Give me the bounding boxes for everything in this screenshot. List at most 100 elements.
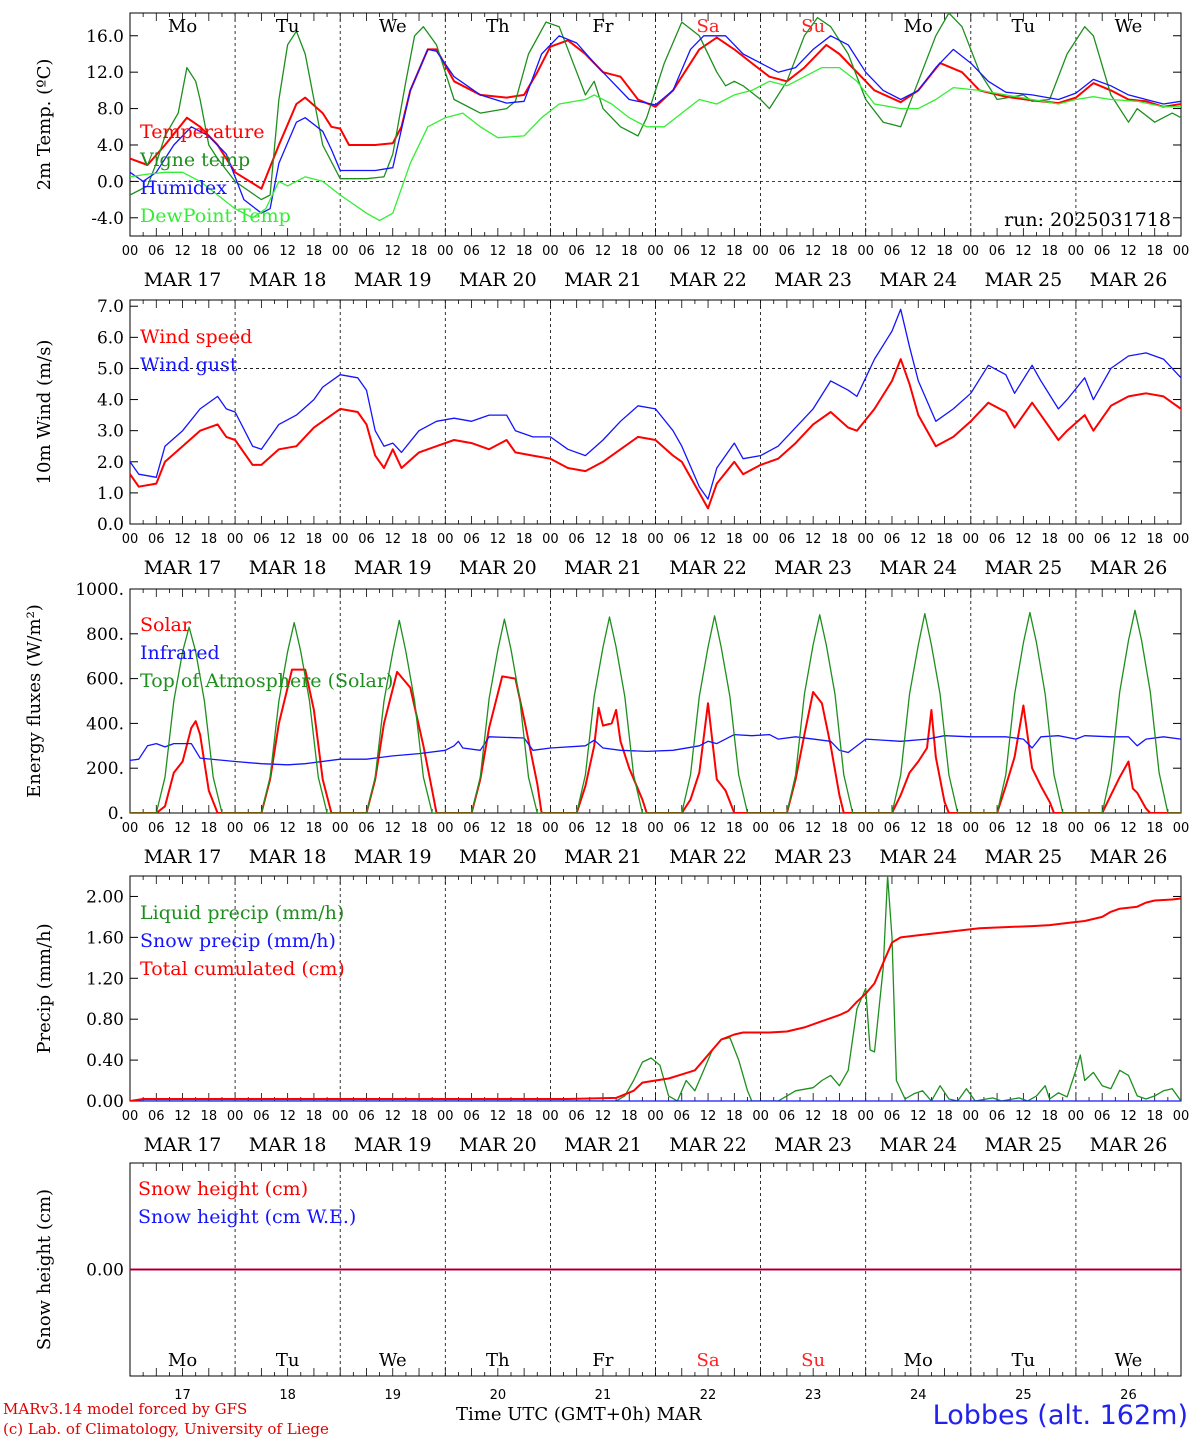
y-tick-label: 600. bbox=[86, 670, 124, 690]
date-label: MAR 22 bbox=[669, 269, 747, 291]
hour-tick-label: 12 bbox=[1015, 244, 1032, 259]
series-top-of-atmosphere-solar-line bbox=[130, 609, 1181, 813]
day-name-label: Fr bbox=[592, 1350, 613, 1371]
plot-frame bbox=[129, 299, 1182, 525]
hour-tick-label: 18 bbox=[411, 1109, 428, 1124]
hour-tick-label: 06 bbox=[568, 244, 585, 259]
hour-tick-label: 12 bbox=[805, 244, 822, 259]
hour-tick-label: 18 bbox=[306, 244, 323, 259]
day-number-label: 22 bbox=[700, 1388, 717, 1403]
date-label: MAR 17 bbox=[144, 1134, 222, 1156]
date-label: MAR 19 bbox=[354, 557, 432, 579]
hour-tick-label: 06 bbox=[568, 532, 585, 547]
hour-tick-label: 06 bbox=[674, 244, 691, 259]
day-name-label: Tu bbox=[276, 1350, 300, 1371]
hour-tick-label: 06 bbox=[1094, 244, 1111, 259]
y-axis-title: Precip (mm/h) bbox=[34, 923, 55, 1053]
hour-tick-label: 00 bbox=[647, 244, 664, 259]
y-axis-title: 2m Temp. (ºC) bbox=[34, 59, 55, 191]
y-tick-label: 3.0 bbox=[97, 422, 124, 442]
series-liquid-precip-mm-h-line bbox=[130, 876, 1181, 1101]
panel-2 bbox=[129, 299, 1182, 525]
series-wind-speed-line bbox=[130, 358, 1181, 510]
date-label: MAR 18 bbox=[249, 269, 327, 291]
date-label: MAR 25 bbox=[984, 1134, 1062, 1156]
hour-tick-label: 12 bbox=[1120, 532, 1137, 547]
hour-tick-label: 06 bbox=[148, 1109, 165, 1124]
hour-tick-label: 06 bbox=[779, 532, 796, 547]
y-tick-label: 4.0 bbox=[97, 391, 124, 411]
date-label: MAR 21 bbox=[564, 269, 642, 291]
day-number-label: 20 bbox=[490, 1388, 507, 1403]
hour-tick-label: 12 bbox=[910, 821, 927, 836]
hour-tick-label: 06 bbox=[148, 244, 165, 259]
y-tick-label: 0.0 bbox=[97, 172, 124, 192]
hour-tick-label: 00 bbox=[963, 821, 980, 836]
hour-tick-label: 00 bbox=[857, 532, 874, 547]
y-tick-label: 0. bbox=[108, 804, 124, 824]
hour-tick-label: 06 bbox=[884, 244, 901, 259]
hour-tick-label: 18 bbox=[201, 244, 218, 259]
hour-tick-label: 06 bbox=[989, 1109, 1006, 1124]
legend-series-total-cumulated-cm: Total cumulated (cm) bbox=[140, 958, 345, 980]
legend-series-wind-speed: Wind speed bbox=[140, 326, 252, 348]
hour-tick-label: 00 bbox=[1068, 532, 1085, 547]
hour-tick-label: 00 bbox=[437, 532, 454, 547]
hour-tick-label: 06 bbox=[884, 532, 901, 547]
legend-series-infrared: Infrared bbox=[140, 642, 220, 664]
y-tick-label: 5.0 bbox=[97, 359, 124, 379]
hour-tick-label: 06 bbox=[779, 821, 796, 836]
y-tick-label: 6.0 bbox=[97, 328, 124, 348]
day-name-label: We bbox=[379, 1350, 407, 1371]
hour-tick-label: 00 bbox=[857, 244, 874, 259]
y-tick-label: 12.0 bbox=[86, 63, 124, 83]
date-label: MAR 26 bbox=[1090, 557, 1168, 579]
y-tick-label: 800. bbox=[86, 625, 124, 645]
y-axis-title: Energy fluxes (W/m²) bbox=[24, 604, 45, 798]
day-name-label: Tu bbox=[276, 16, 300, 37]
hour-tick-label: 06 bbox=[1094, 821, 1111, 836]
day-name-label: We bbox=[1115, 16, 1143, 37]
date-label: MAR 25 bbox=[984, 557, 1062, 579]
hour-tick-label: 00 bbox=[1173, 1109, 1190, 1124]
hour-tick-label: 12 bbox=[279, 532, 296, 547]
series-humidex-line bbox=[130, 35, 1181, 214]
series-vigne-temp-line bbox=[130, 13, 1181, 201]
hour-tick-label: 18 bbox=[621, 1109, 638, 1124]
date-label: MAR 20 bbox=[459, 846, 537, 868]
hour-tick-label: 18 bbox=[306, 532, 323, 547]
hour-tick-label: 06 bbox=[463, 1109, 480, 1124]
hour-tick-label: 18 bbox=[621, 821, 638, 836]
date-label: MAR 19 bbox=[354, 1134, 432, 1156]
day-name-label: Mo bbox=[168, 16, 197, 37]
legend-series-top-of-atmosphere-solar: Top of Atmosphere (Solar) bbox=[140, 670, 393, 692]
day-name-label: Tu bbox=[1012, 16, 1036, 37]
hour-tick-label: 00 bbox=[332, 1109, 349, 1124]
hour-tick-label: 00 bbox=[332, 821, 349, 836]
day-number-label: 21 bbox=[595, 1388, 612, 1403]
hour-tick-label: 00 bbox=[122, 821, 139, 836]
date-label: MAR 18 bbox=[249, 1134, 327, 1156]
day-number-label: 24 bbox=[910, 1388, 927, 1403]
day-name-label: Sa bbox=[697, 1350, 720, 1371]
hour-tick-label: 06 bbox=[1094, 532, 1111, 547]
day-name-label: Th bbox=[486, 16, 510, 37]
hour-tick-label: 12 bbox=[384, 1109, 401, 1124]
panel-1 bbox=[129, 12, 1182, 237]
hour-tick-label: 00 bbox=[857, 821, 874, 836]
hour-tick-label: 06 bbox=[674, 1109, 691, 1124]
hour-tick-label: 06 bbox=[463, 821, 480, 836]
hour-tick-label: 00 bbox=[122, 244, 139, 259]
hour-tick-label: 00 bbox=[332, 244, 349, 259]
date-label: MAR 26 bbox=[1090, 269, 1168, 291]
hour-tick-label: 18 bbox=[201, 532, 218, 547]
legend-series-dewpoint-temp: DewPoint Temp bbox=[140, 205, 291, 227]
date-label: MAR 24 bbox=[879, 269, 957, 291]
hour-tick-label: 12 bbox=[700, 1109, 717, 1124]
day-name-label: Mo bbox=[904, 1350, 933, 1371]
legend-series-wind-gust: Wind gust bbox=[140, 354, 238, 376]
hour-tick-label: 06 bbox=[779, 244, 796, 259]
y-tick-label: 400. bbox=[86, 714, 124, 734]
hour-tick-label: 18 bbox=[411, 532, 428, 547]
hour-tick-label: 18 bbox=[1146, 532, 1163, 547]
